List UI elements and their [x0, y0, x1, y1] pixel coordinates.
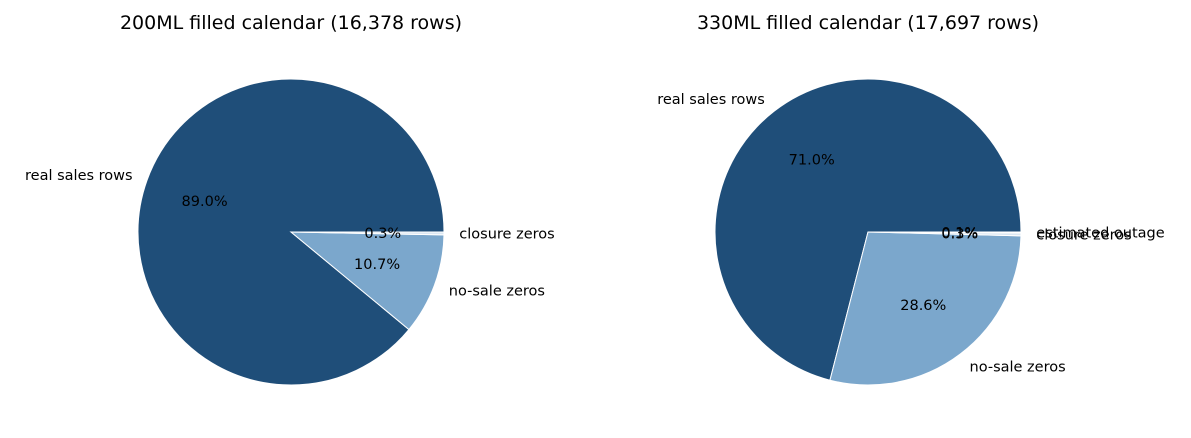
slice-percent-label: 28.6%	[900, 298, 946, 314]
slice-label: closure zeros	[1036, 228, 1131, 244]
pie-slices	[714, 78, 1022, 386]
slice-percent-label: 0.3%	[364, 226, 401, 242]
pie-labels: real sales rows 89.0% no-sale zeros 10.7% cl…	[25, 168, 555, 300]
chart-title: 330ML filled calendar (17,697 rows)	[697, 12, 1039, 34]
slice-percent-label: 71.0%	[789, 153, 835, 169]
pie-slice-estimated-outage	[867, 231, 1022, 234]
pie-labels: real sales rows 71.0% no-sale zeros 28.6% cl…	[657, 92, 1165, 375]
chart-title: 200ML filled calendar (16,378 rows)	[120, 12, 462, 34]
slice-percent-label: 0.1%	[941, 225, 978, 241]
pie-slice-real-sales-rows	[714, 78, 1022, 381]
slice-label: no-sale zeros	[449, 284, 545, 300]
slice-label: no-sale zeros	[970, 359, 1066, 375]
slice-label: closure zeros	[459, 227, 554, 243]
slice-label: estimated outage	[1036, 226, 1164, 242]
pie-chart-200ml: 200ML filled calendar (16,378 rows) real…	[25, 12, 555, 386]
pie-slices	[137, 78, 445, 386]
slice-label: real sales rows	[657, 92, 765, 108]
pie-slice-closure-zeros	[290, 231, 445, 236]
slice-percent-label: 10.7%	[354, 257, 400, 273]
pie-chart-330ml: 330ML filled calendar (17,697 rows) real…	[657, 12, 1165, 386]
slice-percent-label: 89.0%	[182, 194, 228, 210]
pie-slice-no-sale-zeros	[829, 231, 1022, 386]
slice-percent-label: 0.3%	[941, 226, 978, 242]
slice-label: real sales rows	[25, 168, 133, 184]
pie-slice-no-sale-zeros	[289, 231, 445, 331]
